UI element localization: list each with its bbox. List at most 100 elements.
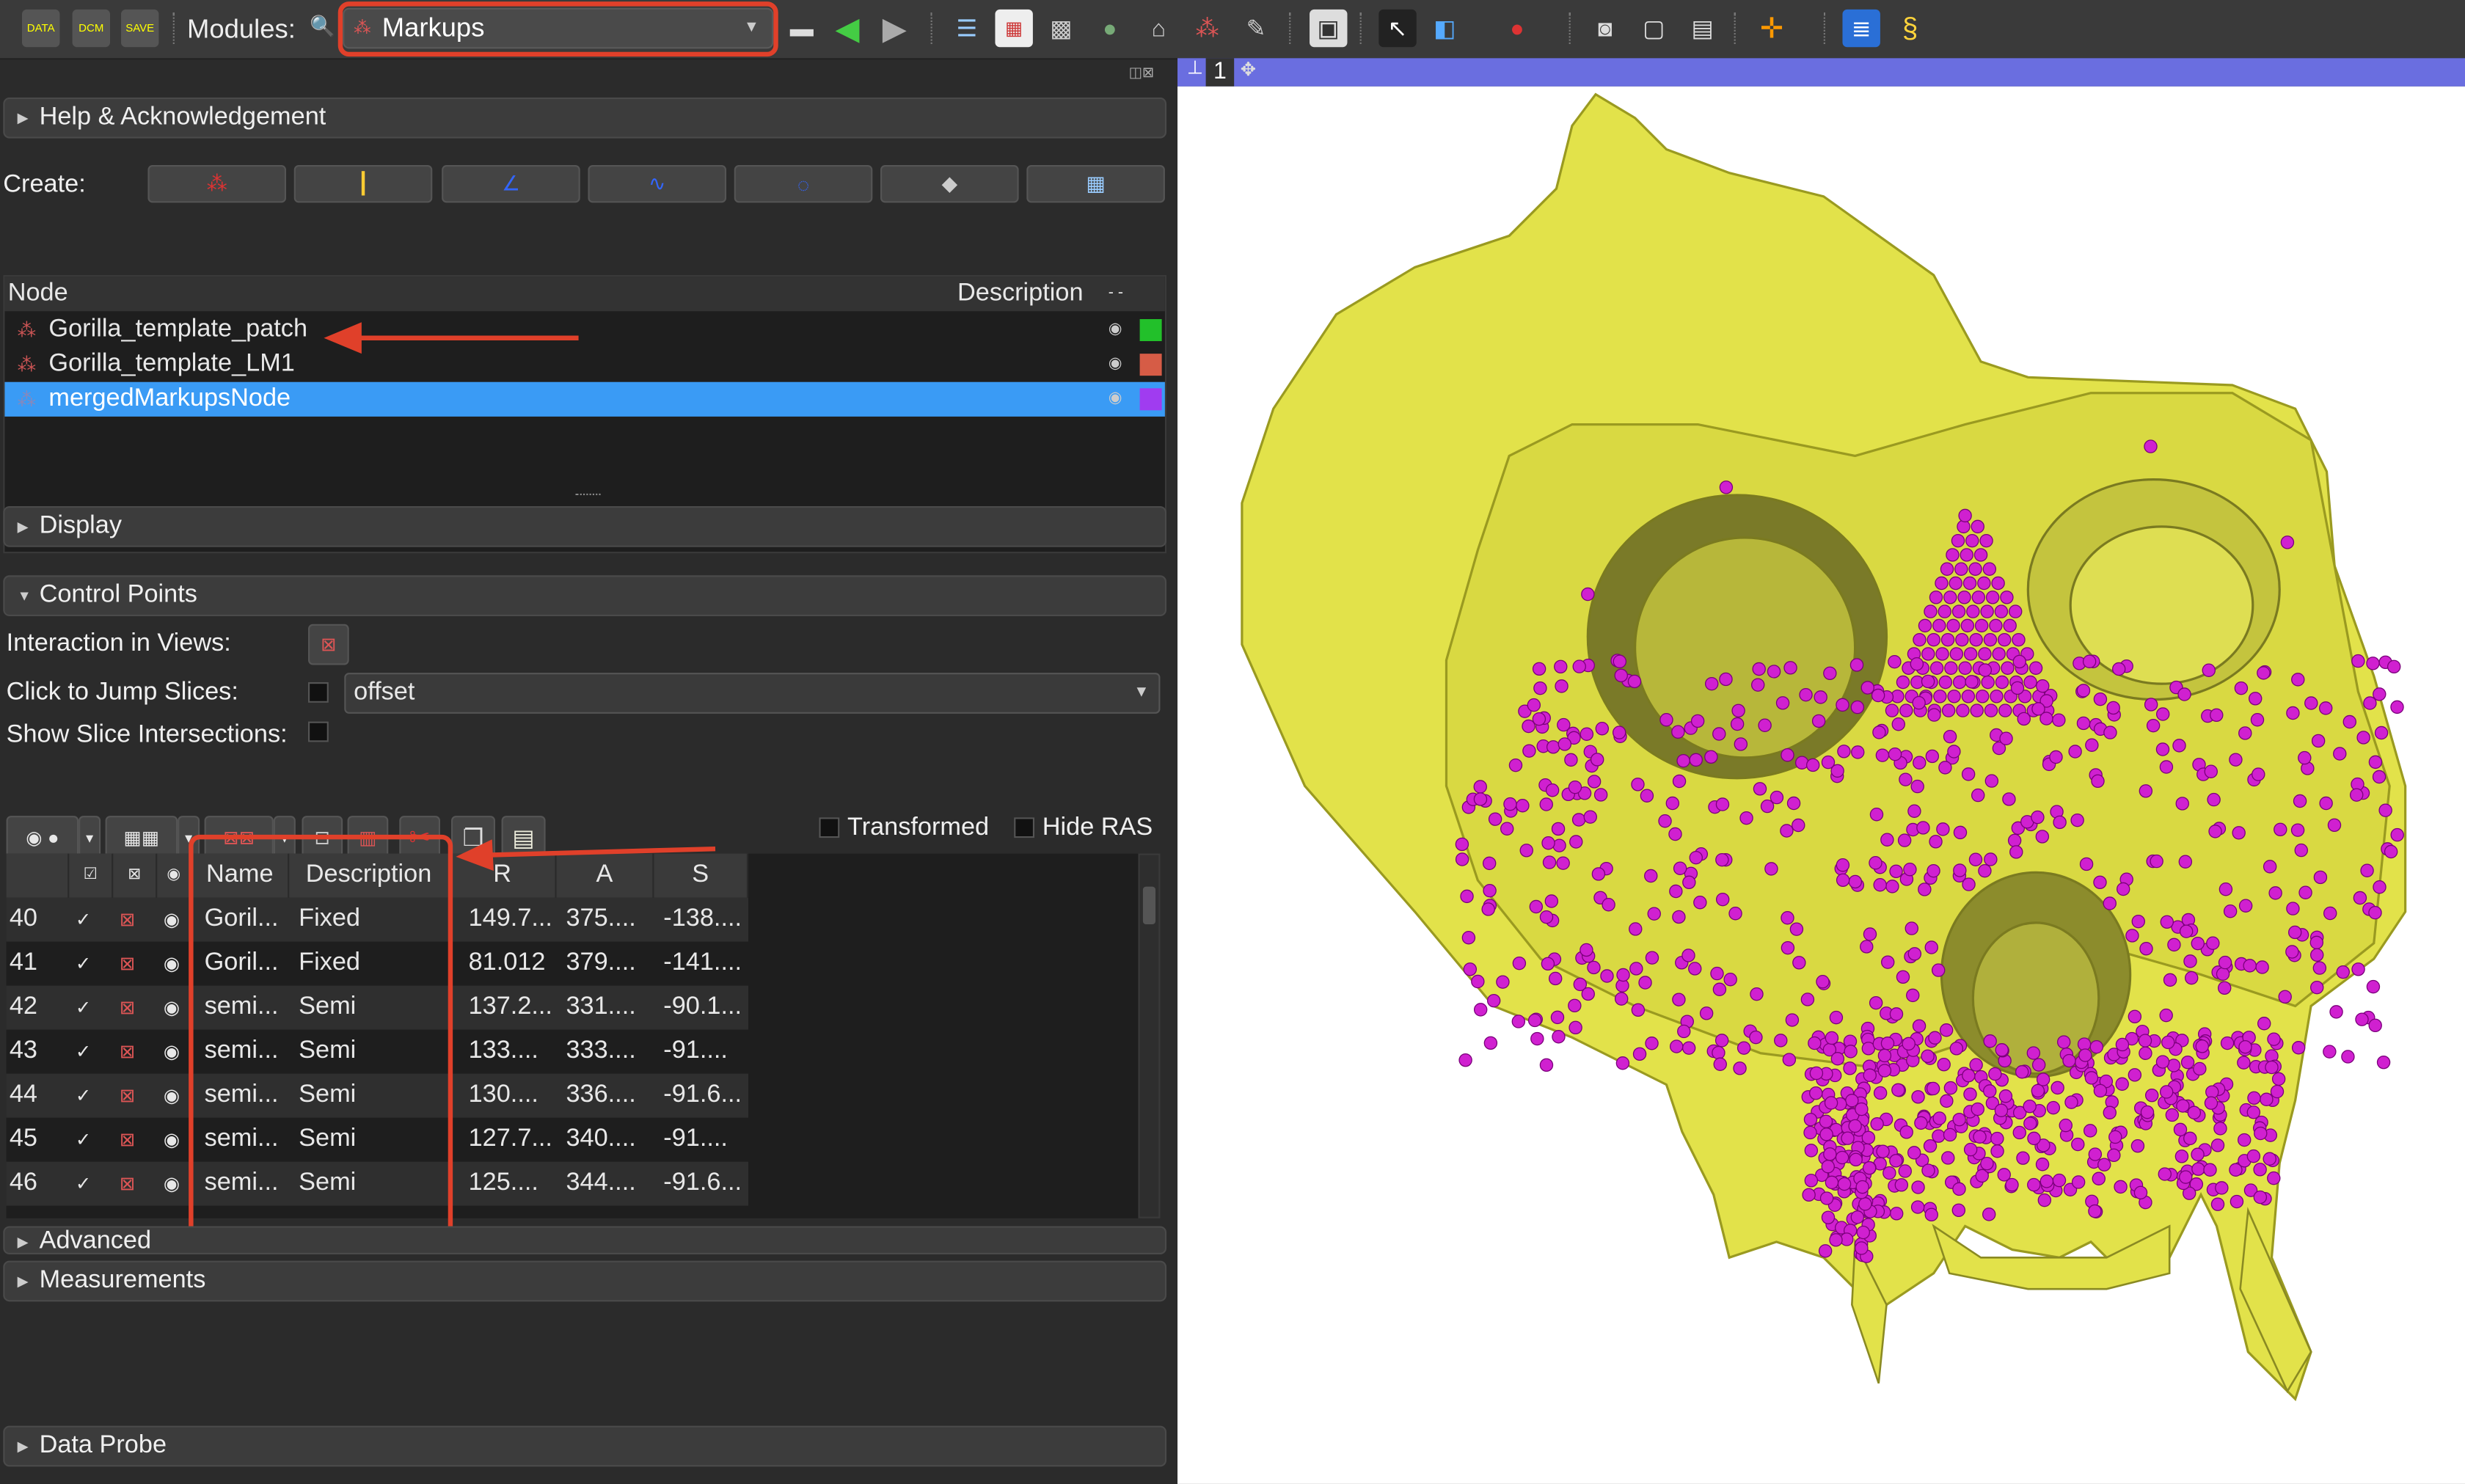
node-color-swatch[interactable] (1139, 319, 1162, 342)
jump-slices-checkbox[interactable] (308, 682, 329, 703)
table-row[interactable]: 42 ✓ ⊠ ◉ semi... Semi 137.2... 331.... -90.1... (6, 985, 749, 1030)
s-column-header[interactable]: S (654, 853, 749, 898)
python-icon[interactable]: § (1902, 12, 1918, 43)
eye-icon[interactable]: ◉ (163, 1172, 180, 1195)
table-scrollbar[interactable] (1138, 853, 1161, 1218)
measurements-section[interactable]: ▶ Measurements (3, 1260, 1167, 1302)
extensions-icon[interactable]: ≣ (1842, 9, 1880, 48)
data-probe-section[interactable]: ▶ Data Probe (3, 1425, 1167, 1467)
table-row[interactable]: 46 ✓ ⊠ ◉ semi... Semi 125.... 344.... -91.6... (6, 1161, 749, 1206)
pointer-icon[interactable]: ↖ (1378, 9, 1417, 48)
transformed-checkbox[interactable] (819, 817, 840, 838)
eye-icon[interactable]: ◉ (163, 908, 180, 931)
scene-view-icon[interactable]: ▢ (1643, 15, 1665, 43)
eye-icon[interactable]: ◉ (163, 1084, 180, 1107)
node-color-swatch[interactable] (1139, 388, 1162, 411)
eye-icon[interactable]: ◉ (163, 1040, 180, 1063)
create-point-list-button[interactable]: ⁂ (147, 165, 287, 203)
markup-point (1880, 1037, 1895, 1050)
advanced-section[interactable]: ▶ Advanced (3, 1226, 1167, 1255)
back-arrow-icon[interactable]: ◀ (835, 12, 860, 47)
panel-float-icon[interactable]: ◫⊠ (1128, 64, 1154, 81)
display-section[interactable]: ▶ Display (3, 506, 1167, 547)
markups-module-icon[interactable]: ⁂ (1195, 15, 1219, 43)
markup-point (2182, 1186, 2196, 1200)
lock-icon[interactable]: ⊠ (119, 1172, 136, 1195)
lock-icon[interactable]: ⊠ (119, 952, 136, 975)
table-row[interactable]: 44 ✓ ⊠ ◉ semi... Semi 130.... 336.... -91.6... (6, 1073, 749, 1118)
node-color-swatch[interactable] (1139, 354, 1162, 376)
table-row[interactable]: 40 ✓ ⊠ ◉ Goril... Fixed 149.7... 375.... -138...… (6, 897, 749, 942)
select-checkbox[interactable]: ✓ (75, 1172, 92, 1195)
lock-icon[interactable]: ⊠ (119, 1084, 136, 1107)
slice-intersections-checkbox[interactable] (308, 721, 329, 742)
pin-icon[interactable]: ⊥ (1186, 56, 1204, 79)
models-icon[interactable]: ▩ (1050, 15, 1073, 43)
name-column-header[interactable]: Name (191, 853, 290, 898)
create-curve-button[interactable]: ∿ (588, 165, 727, 203)
markup-point (1885, 703, 1899, 717)
eye-icon[interactable]: ◉ (163, 996, 180, 1019)
node-row[interactable]: ⁂ Gorilla_template_patch ◉ (4, 312, 1164, 347)
create-angle-button[interactable]: ∠ (442, 165, 580, 203)
a-column-header[interactable]: A (556, 853, 654, 898)
create-closed-curve-button[interactable]: ◌ (734, 165, 873, 203)
jump-mode-select[interactable]: offset ▼ (344, 673, 1161, 714)
help-section[interactable]: ▶ Help & Acknowledgement (3, 97, 1167, 139)
description-column-header[interactable]: Description (289, 853, 450, 898)
eye-icon[interactable]: ◉ (163, 1128, 180, 1151)
table-row[interactable]: 45 ✓ ⊠ ◉ semi... Semi 127.7... 340.... -91.... (7, 1118, 748, 1162)
data-icon[interactable]: DATA (22, 9, 60, 48)
splitter-handle[interactable] (575, 493, 601, 498)
eye-icon[interactable]: ◉ (1108, 321, 1122, 338)
create-plane-button[interactable]: ◆ (880, 165, 1019, 203)
lock-icon[interactable]: ⊠ (119, 908, 136, 931)
screenshot-icon[interactable]: ◙ (1598, 15, 1613, 42)
view-icon[interactable]: ▣ (1310, 9, 1348, 48)
module-selector[interactable]: ⁂ Markups ▼ (343, 7, 774, 49)
crosshair-icon[interactable]: ✛ (1759, 12, 1784, 43)
select-checkbox[interactable]: ✓ (75, 1084, 92, 1107)
table-row[interactable]: 41 ✓ ⊠ ◉ Goril... Fixed 81.012 379.... -141.... (7, 942, 748, 986)
eye-icon[interactable]: ◉ (1108, 355, 1122, 373)
create-line-button[interactable]: ┃ (293, 165, 433, 203)
transforms-icon[interactable]: ⌂ (1151, 15, 1166, 42)
place-point-icon[interactable]: ● (1510, 15, 1524, 42)
select-checkbox[interactable]: ✓ (75, 996, 92, 1019)
control-points-section[interactable]: ▼ Control Points (3, 575, 1167, 617)
forward-arrow-icon[interactable]: ▶ (882, 12, 907, 47)
table-row[interactable]: 43 ✓ ⊠ ◉ semi... Semi 133.... 333.... -91.... (7, 1030, 748, 1074)
select-checkbox[interactable]: ✓ (75, 952, 92, 975)
select-checkbox[interactable]: ✓ (75, 1128, 92, 1151)
segment-icon[interactable]: ● (1103, 15, 1117, 42)
eye-icon[interactable]: ◉ (163, 952, 180, 975)
select-checkbox[interactable]: ✓ (75, 908, 92, 931)
interaction-lock-button[interactable]: ⊠ (308, 624, 349, 665)
lock-icon[interactable]: ⊠ (119, 996, 136, 1019)
save-icon[interactable]: SAVE (121, 9, 159, 48)
markup-point (2131, 914, 2145, 929)
r-column-header[interactable]: R (449, 853, 557, 898)
layout-icon[interactable]: ▬ (789, 15, 814, 42)
search-icon[interactable]: 🔍 (310, 14, 335, 38)
create-roi-button[interactable]: ▦ (1026, 165, 1165, 203)
volumes-icon[interactable]: ▦ (995, 9, 1033, 48)
node-row[interactable]: ⁂ Gorilla_template_LM1 ◉ (4, 348, 1164, 382)
dcm-icon[interactable]: DCM (72, 9, 111, 48)
chevron-down-icon: ▼ (743, 18, 760, 37)
eye-icon[interactable]: ◉ (1108, 390, 1122, 408)
lock-icon[interactable]: ⊠ (119, 1128, 136, 1151)
visibility-menu-button[interactable]: ◉ ● (6, 816, 79, 860)
markup-point (1912, 695, 1926, 710)
data-module-icon[interactable]: ☰ (956, 15, 978, 43)
window-level-icon[interactable]: ◧ (1434, 15, 1456, 43)
view-crosshair-icon[interactable]: ✥ (1240, 58, 1257, 81)
3d-view[interactable] (1177, 86, 2465, 1484)
scene-restore-icon[interactable]: ▤ (1691, 15, 1714, 43)
node-row-selected[interactable]: ⁂ mergedMarkupsNode ◉ (4, 381, 1165, 417)
editor-icon[interactable]: ✎ (1246, 15, 1266, 43)
lock-icon[interactable]: ⊠ (119, 1040, 136, 1063)
hide-ras-checkbox[interactable] (1014, 817, 1035, 838)
scrollbar-thumb[interactable] (1142, 886, 1156, 925)
select-checkbox[interactable]: ✓ (75, 1040, 92, 1063)
